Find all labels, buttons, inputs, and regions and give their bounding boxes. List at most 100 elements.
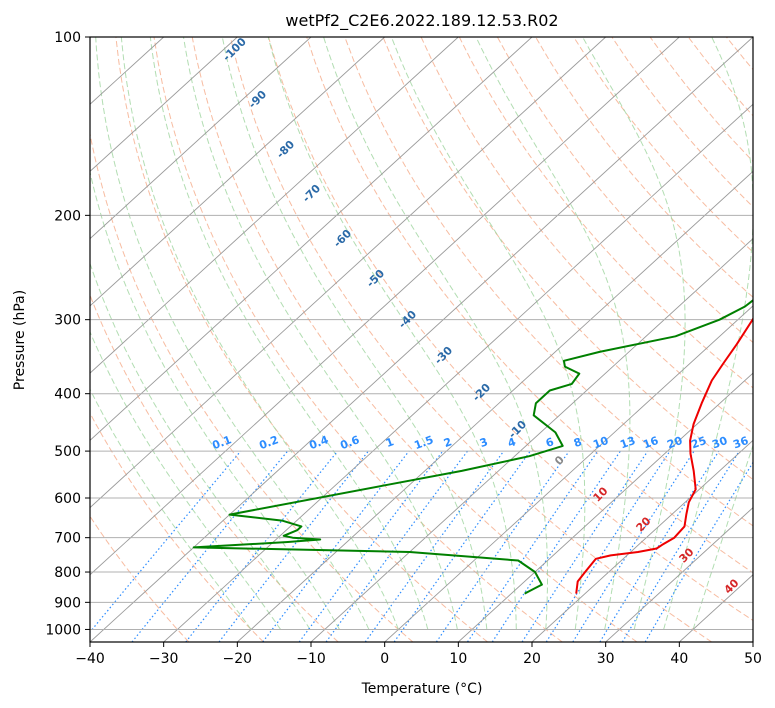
isotherm: [90, 37, 459, 374]
x-tick-label: 30: [597, 651, 615, 667]
dry-adiabat: [573, 37, 753, 253]
wet-bulb-isotherm-label: -80: [274, 138, 297, 161]
moist-adiabat: [475, 37, 631, 630]
isotherm: [457, 372, 753, 642]
y-tick-label: 1000: [45, 622, 81, 638]
isotherm: [90, 37, 753, 642]
mixing-ratio-line: [298, 450, 444, 642]
isotherm: [90, 37, 680, 576]
mixing-ratio-line: [185, 450, 339, 642]
isotherm: [384, 305, 753, 642]
mixing-ratio-label: 16: [641, 434, 660, 452]
background-lines: [90, 37, 753, 642]
x-axis: −40 −30 −20 −10 0 10 20 30 40 50: [75, 642, 762, 667]
mixing-ratio-label: 13: [618, 434, 637, 451]
isotherm: [531, 439, 753, 642]
mixing-ratio-line: [466, 450, 599, 642]
moist-adiabat: [149, 37, 429, 630]
x-tick-label: −40: [75, 651, 105, 667]
y-tick-label: 200: [54, 208, 81, 224]
moist-adiabat: [90, 388, 252, 630]
mixing-ratio-label: 6: [544, 435, 556, 450]
y-tick-label: 500: [54, 444, 81, 460]
moist-adiabat: [90, 262, 311, 630]
mixing-ratio-line: [435, 450, 570, 642]
isotherm: [236, 170, 753, 642]
chart-title: wetPf2_C2E6.2022.189.12.53.R02: [285, 11, 558, 31]
y-tick-label: 900: [54, 595, 81, 611]
mixing-ratio-label: 30: [710, 434, 729, 452]
x-tick-label: 20: [523, 651, 541, 667]
wet-bulb-isotherm-label: -60: [331, 227, 354, 250]
plot-frame: [89, 36, 754, 643]
temperature-profile: [575, 317, 753, 594]
dry-adiabat: [687, 37, 753, 117]
mixing-ratio-label: 25: [689, 434, 708, 451]
mixing-ratio-line: [644, 461, 753, 642]
moist-adiabat: [95, 37, 370, 630]
wet-bulb-isotherm-label: -40: [396, 308, 419, 331]
mixing-ratio-label: 2: [442, 435, 454, 450]
isotherm-label: 10: [591, 484, 611, 504]
mixing-ratio-line: [262, 450, 410, 642]
dry-adiabat: [268, 37, 753, 622]
moist-adiabat: [390, 37, 586, 630]
dewpoint-profile: [192, 299, 753, 595]
moist-adiabat: [267, 37, 517, 630]
moist-adiabat: [692, 443, 753, 630]
dry-adiabat: [115, 37, 488, 642]
mixing-ratio-line: [364, 450, 505, 642]
y-tick-label: 800: [54, 565, 81, 581]
isotherm: [605, 506, 753, 642]
y-tick-label: 700: [54, 531, 81, 547]
y-tick-label: 100: [54, 30, 81, 46]
wet-bulb-isotherm-label: 0: [552, 453, 567, 468]
dry-adiabat: [496, 37, 753, 344]
moist-adiabat: [582, 37, 686, 630]
mixing-ratio-label: 3: [478, 435, 490, 450]
x-tick-label: 10: [449, 651, 467, 667]
mixing-ratio-label: 36: [731, 434, 750, 452]
mixing-ratio-line: [131, 450, 289, 642]
mixing-ratio-line: [621, 450, 740, 642]
mixing-ratio-line: [572, 450, 695, 642]
mixing-ratio-label: 0.1: [210, 433, 233, 452]
isotherm: [90, 37, 238, 173]
x-axis-title: Temperature (°C): [361, 681, 483, 697]
mixing-ratio-line: [90, 450, 242, 633]
moist-adiabat: [90, 169, 340, 630]
x-tick-label: −20: [223, 651, 253, 667]
profiles: [192, 299, 753, 595]
isotherm: [90, 37, 386, 307]
moist-adiabat: [183, 37, 458, 630]
mixing-ratio-label: 1.5: [412, 433, 435, 452]
mixing-ratio-line: [325, 450, 468, 642]
dry-adiabat: [726, 37, 753, 71]
pressure-grid: [90, 37, 753, 630]
moist-adiabat: [323, 37, 548, 630]
wet-bulb-isotherm-label: -90: [246, 88, 269, 111]
mixing-ratio-label: 0.6: [338, 433, 361, 452]
dry-adiabat: [90, 412, 264, 642]
line-labels: -100-90-80-70-60-50-40-30-20-10010203040…: [210, 37, 750, 597]
x-tick-label: −30: [149, 651, 179, 667]
wet-bulb-isotherm-label: -50: [364, 267, 387, 290]
moist-adiabat: [663, 37, 753, 630]
mixing-ratio-label: 20: [665, 434, 684, 452]
dry-adiabat: [90, 515, 190, 642]
isotherm: [163, 103, 753, 642]
isotherm-label: 40: [722, 576, 742, 596]
isotherm-label: 20: [634, 514, 654, 534]
mixing-ratio-line: [545, 450, 671, 642]
x-tick-label: 50: [744, 651, 762, 667]
isotherm: [90, 37, 533, 441]
dry-adiabat: [649, 37, 753, 163]
y-axis: 100 200 300 400 500 600 700 800 900 1000: [45, 30, 90, 638]
y-tick-label: 400: [54, 387, 81, 403]
dry-adiabat: [153, 37, 563, 642]
dry-adiabat: [535, 37, 753, 298]
isotherm: [310, 238, 753, 642]
dry-adiabat: [229, 37, 712, 642]
mixing-ratio-label: 0.4: [307, 433, 330, 452]
